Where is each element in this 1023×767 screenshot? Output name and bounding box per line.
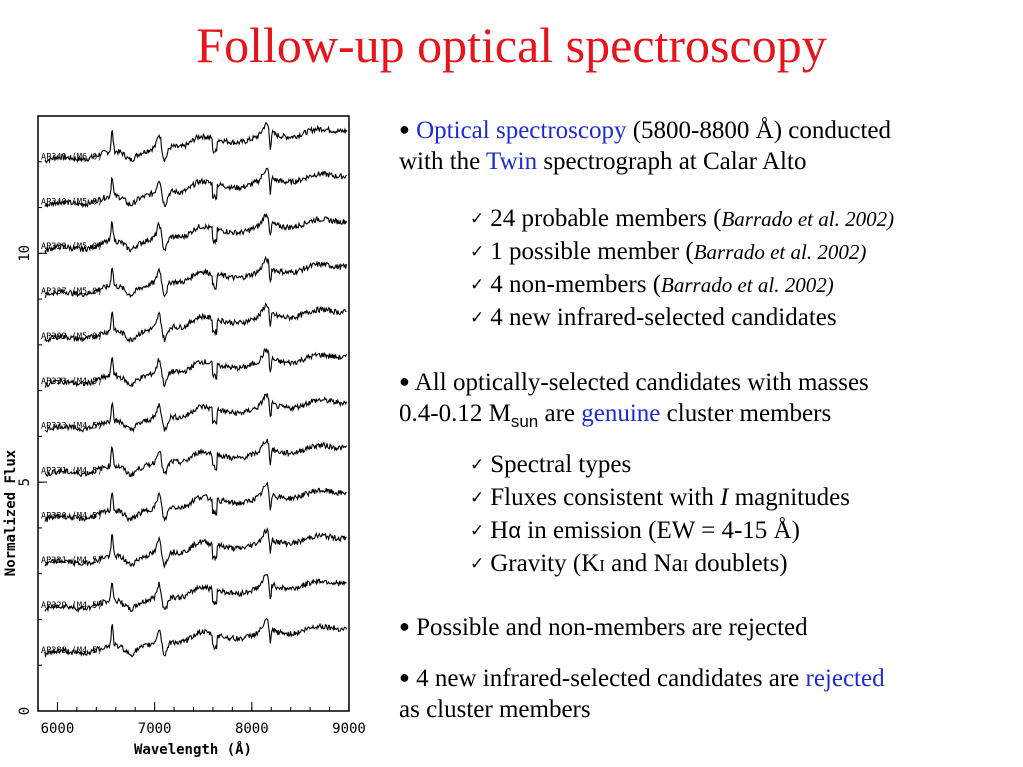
series-label: AP309 (M5.0) xyxy=(41,332,102,342)
spectra-chart: AP341 (M6.0) AP340 (M5.0) AP339 (M5.0) AP33… xyxy=(3,115,366,758)
spectrum-line xyxy=(44,347,348,389)
check-text: magnitudes xyxy=(728,484,850,511)
membership-checklist: ✓ 24 probable members (Barrado et al. 200… xyxy=(470,203,894,335)
spectrum-line xyxy=(44,527,347,569)
bullet-text: as cluster members xyxy=(399,696,591,723)
check-text: 1 possible member ( xyxy=(490,238,694,265)
bullet-text: 0.4-0.12 M xyxy=(399,400,511,427)
x-tick-label: 6000 xyxy=(41,721,75,737)
roman-numeral: I xyxy=(599,556,605,575)
spectrum-line xyxy=(44,167,347,209)
alpha-symbol: α xyxy=(508,518,522,543)
bullet-text: 4 new infrared-selected candidates are xyxy=(416,665,806,692)
bullet-genuine-members: ● All optically-selected candidates with… xyxy=(399,368,1019,431)
spectrum-line xyxy=(44,213,348,254)
checkmark-icon: ✓ xyxy=(470,554,485,573)
spectrum-line xyxy=(44,302,347,344)
checkmark-icon: ✓ xyxy=(470,488,485,507)
bullet-text: (5800-8800 Å) conducted xyxy=(626,117,891,144)
check-item: ✓ 1 possible member (Barrado et al. 2002) xyxy=(470,236,894,269)
citation: Barrado et al. 2002) xyxy=(661,273,834,297)
checkmark-icon: ✓ xyxy=(470,455,485,474)
bullet-text: are xyxy=(538,400,582,427)
checkmark-icon: ✓ xyxy=(470,242,485,261)
series-label: AP323 (M4.5) xyxy=(41,422,102,432)
check-text: H xyxy=(490,517,509,544)
series-label: AP329 (M4.5) xyxy=(41,601,102,611)
x-axis-label: Wavelength (Å) xyxy=(134,741,252,758)
bullet-text: All optically-selected candidates with m… xyxy=(414,369,869,396)
spectrum-line xyxy=(44,122,348,164)
check-item: ✓ 4 non-members (Barrado et al. 2002) xyxy=(470,269,894,302)
series-label: AP330 (M4.5) xyxy=(41,511,102,521)
spectrum-line xyxy=(44,438,347,478)
check-text: and Na xyxy=(604,550,683,577)
bullet-dot-icon: ● xyxy=(399,616,410,636)
check-item: ✓ Spectral types xyxy=(470,449,850,482)
bullet-optical-spectroscopy: ● Optical spectroscopy (5800-8800 Å) con… xyxy=(399,116,1019,177)
bullet-text: with the xyxy=(399,148,487,175)
evidence-checklist: ✓ Spectral types ✓ Fluxes consistent with … xyxy=(470,449,850,581)
bullet-text: Possible and non-members are rejected xyxy=(416,614,808,641)
y-tick-label: 5 xyxy=(17,478,33,486)
subscript-sun: sun xyxy=(510,412,539,431)
series-label: AP337 (M5.0) xyxy=(41,287,102,297)
check-item: ✓ 4 new infrared-selected candidates xyxy=(470,302,894,335)
checkmark-icon: ✓ xyxy=(470,308,485,327)
twin-text: Twin xyxy=(486,148,538,175)
check-text: Gravity (K xyxy=(490,550,600,577)
spectrum-line xyxy=(44,393,348,434)
italic-i: I xyxy=(720,484,729,511)
series-label: AP341 (M6.0) xyxy=(41,152,102,162)
y-tick-label: 10 xyxy=(17,245,33,262)
checkmark-icon: ✓ xyxy=(470,209,485,228)
series-label: AP288 (M4.5) xyxy=(41,646,102,656)
series-label: AP331 (M4.5) xyxy=(41,466,102,476)
series-label: AP340 (M5.0) xyxy=(41,197,102,207)
optical-spectroscopy-text: Optical spectroscopy xyxy=(416,117,627,144)
bullet-dot-icon: ● xyxy=(399,371,410,391)
check-text: 24 probable members ( xyxy=(490,205,722,232)
spectrum-line xyxy=(44,255,348,299)
genuine-text: genuine xyxy=(581,400,661,427)
bullet-dot-icon: ● xyxy=(399,667,410,687)
y-axis-label: Normalized Flux xyxy=(3,449,19,576)
check-text: in emission (EW = 4-15 Å) xyxy=(521,517,800,544)
bullet-text: spectrograph at Calar Alto xyxy=(537,148,807,175)
checkmark-icon: ✓ xyxy=(470,275,485,294)
slide-title: Follow-up optical spectroscopy xyxy=(196,17,827,73)
bullet-ir-candidates: ● 4 new infrared-selected candidates are… xyxy=(399,664,1019,725)
check-item: ✓ Fluxes consistent with I magnitudes xyxy=(470,482,850,515)
check-item: ✓ Hα in emission (EW = 4-15 Å) xyxy=(470,515,850,548)
check-text: Fluxes consistent with xyxy=(490,484,721,511)
bullet-text: cluster members xyxy=(660,400,832,427)
roman-numeral: I xyxy=(682,556,689,575)
series-label: AP321 (M4.5) xyxy=(41,556,102,566)
series-label: AP333 (M4.5) xyxy=(41,377,102,387)
check-item: ✓ Gravity (KI and NaI doublets) xyxy=(470,548,850,581)
check-text: 4 new infrared-selected candidates xyxy=(490,304,837,331)
checkmark-icon: ✓ xyxy=(470,521,485,540)
check-text: 4 non-members ( xyxy=(490,271,662,298)
check-text: doublets) xyxy=(688,550,788,577)
rejected-text: rejected xyxy=(805,665,885,692)
spectrum-line xyxy=(44,573,347,614)
check-text: Spectral types xyxy=(490,451,632,478)
spectrum-line xyxy=(44,481,347,523)
x-tick-label: 7000 xyxy=(138,721,172,737)
citation: Barrado et al. 2002) xyxy=(693,240,867,264)
y-tick-label: 0 xyxy=(17,707,33,715)
x-tick-label: 8000 xyxy=(235,721,269,737)
check-item: ✓ 24 probable members (Barrado et al. 200… xyxy=(470,203,894,236)
bullet-dot-icon: ● xyxy=(399,119,410,139)
series-label: AP339 (M5.0) xyxy=(41,242,102,252)
citation: Barrado et al. 2002) xyxy=(721,207,895,231)
x-tick-label: 9000 xyxy=(332,721,366,737)
bullet-rejected-members: ● Possible and non-members are rejected xyxy=(399,613,1019,644)
spectrum-line xyxy=(44,618,347,659)
